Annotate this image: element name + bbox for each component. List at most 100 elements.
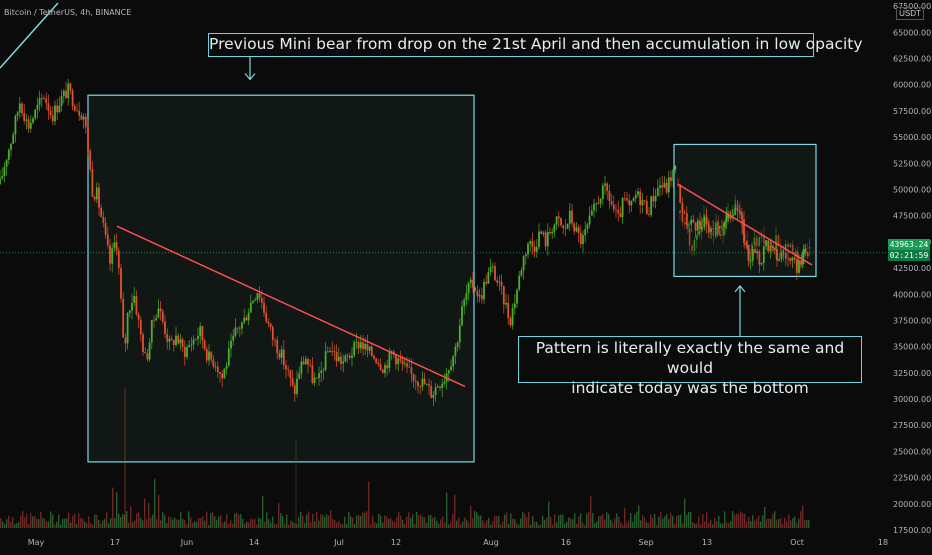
volume-bar xyxy=(546,517,548,528)
unit-badge[interactable]: USDT xyxy=(896,7,924,20)
overlay-candle-body xyxy=(765,243,768,245)
volume-bar xyxy=(762,515,764,528)
volume-bar xyxy=(778,519,780,528)
candle-body xyxy=(91,169,94,197)
y-tick-label: 22500.00 xyxy=(893,474,931,483)
candle-body xyxy=(410,367,413,374)
volume-bar xyxy=(100,523,102,528)
candle-body xyxy=(634,194,637,199)
volume-bar xyxy=(622,524,624,528)
volume-bar xyxy=(356,515,358,528)
volume-bar xyxy=(382,522,384,528)
volume-bar xyxy=(336,522,338,528)
volume-bar xyxy=(352,517,354,528)
candle-body xyxy=(291,378,294,386)
volume-bar xyxy=(88,516,90,528)
volume-bar xyxy=(590,496,592,528)
candle-body xyxy=(153,319,155,321)
candle-body xyxy=(100,207,103,218)
volume-bar xyxy=(174,517,176,528)
candle-body xyxy=(480,295,483,300)
candle-body xyxy=(128,310,131,314)
candle-body xyxy=(461,306,463,326)
volume-bar xyxy=(616,513,618,528)
candle-body xyxy=(249,302,252,313)
candle-body xyxy=(40,98,43,99)
volume-bar xyxy=(718,516,720,528)
volume-bar xyxy=(52,514,54,528)
volume-bar xyxy=(456,520,458,528)
volume-bar xyxy=(4,523,6,528)
candle-body xyxy=(254,299,257,301)
volume-bar xyxy=(426,523,428,528)
volume-bar xyxy=(554,514,556,528)
overlay-candle-body xyxy=(760,234,763,238)
volume-bar xyxy=(548,501,550,528)
volume-bar xyxy=(440,519,442,528)
candle-body xyxy=(150,319,153,343)
candle-body xyxy=(155,317,158,321)
candle-body xyxy=(82,116,85,120)
overlay-candle-body xyxy=(683,222,686,225)
volume-bar xyxy=(134,520,136,528)
candle-body xyxy=(588,215,591,225)
volume-bar xyxy=(444,522,446,528)
candle-body xyxy=(478,295,481,297)
candle-body xyxy=(529,241,532,244)
volume-bar xyxy=(726,522,728,528)
candle-body xyxy=(758,251,761,265)
candle-body xyxy=(333,351,336,353)
annotation-bottom[interactable]: Pattern is literally exactly the same an… xyxy=(518,336,862,397)
volume-bar xyxy=(242,518,244,528)
volume-bar xyxy=(228,523,230,528)
volume-bar xyxy=(68,512,70,528)
volume-bar xyxy=(744,514,746,528)
overlay-candle-body xyxy=(707,221,710,234)
candle-body xyxy=(546,231,549,247)
volume-bar xyxy=(794,516,796,528)
annotation-top[interactable]: Previous Mini bear from drop on the 21st… xyxy=(208,33,863,57)
volume-bar xyxy=(498,516,500,528)
candle-body xyxy=(54,105,56,122)
volume-bar xyxy=(666,513,668,528)
candle-body xyxy=(309,364,312,366)
volume-bar xyxy=(580,513,582,528)
volume-bar xyxy=(40,511,42,528)
y-tick-label: 17500.00 xyxy=(893,526,931,535)
volume-bar xyxy=(736,513,738,528)
volume-bar xyxy=(290,520,292,528)
candle-body xyxy=(84,116,87,128)
volume-bar xyxy=(300,511,302,528)
volume-bar xyxy=(264,521,266,528)
volume-bar xyxy=(628,520,630,528)
volume-bar xyxy=(142,520,144,528)
volume-bar xyxy=(696,523,698,528)
volume-bar xyxy=(320,514,322,528)
y-tick-label: 32500.00 xyxy=(893,369,931,378)
volume-bar xyxy=(424,517,426,528)
volume-bar xyxy=(348,511,350,528)
candle-body xyxy=(421,378,424,387)
volume-bar xyxy=(150,517,152,528)
candle-body xyxy=(584,229,587,236)
candle-body xyxy=(364,344,367,350)
candle-body xyxy=(414,380,417,382)
trendline xyxy=(677,183,813,266)
volume-bar xyxy=(588,511,590,528)
volume-bar xyxy=(418,515,420,528)
volume-bar xyxy=(684,498,686,528)
overlay-candle-body xyxy=(739,210,741,216)
candle-body xyxy=(175,335,177,345)
candle-body xyxy=(557,216,560,219)
candle-body xyxy=(322,369,325,371)
candle-body xyxy=(60,96,63,106)
volume-bar xyxy=(732,511,734,528)
candle-body xyxy=(489,267,492,273)
volume-bar xyxy=(464,517,466,528)
volume-bar xyxy=(236,512,238,528)
candle-body xyxy=(359,342,362,349)
volume-bar xyxy=(420,514,422,528)
candle-body xyxy=(648,214,650,215)
